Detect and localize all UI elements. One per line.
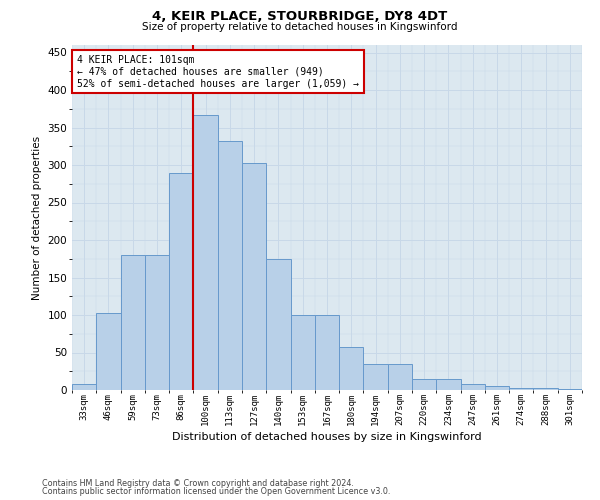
- Bar: [266, 259, 290, 390]
- Bar: [315, 315, 339, 390]
- Bar: [533, 388, 558, 390]
- Bar: [290, 315, 315, 390]
- Bar: [364, 364, 388, 390]
- Y-axis label: Number of detached properties: Number of detached properties: [32, 136, 42, 300]
- Bar: [339, 346, 364, 390]
- Bar: [388, 364, 412, 390]
- Bar: [218, 141, 242, 390]
- Bar: [96, 313, 121, 390]
- Text: Size of property relative to detached houses in Kingswinford: Size of property relative to detached ho…: [142, 22, 458, 32]
- Text: 4, KEIR PLACE, STOURBRIDGE, DY8 4DT: 4, KEIR PLACE, STOURBRIDGE, DY8 4DT: [152, 10, 448, 23]
- Bar: [121, 255, 145, 390]
- Bar: [193, 115, 218, 390]
- Bar: [72, 384, 96, 390]
- Bar: [169, 172, 193, 390]
- Bar: [242, 163, 266, 390]
- Bar: [461, 384, 485, 390]
- Bar: [485, 386, 509, 390]
- Bar: [509, 388, 533, 390]
- Text: 4 KEIR PLACE: 101sqm
← 47% of detached houses are smaller (949)
52% of semi-deta: 4 KEIR PLACE: 101sqm ← 47% of detached h…: [77, 56, 359, 88]
- Bar: [412, 379, 436, 390]
- Bar: [145, 255, 169, 390]
- Bar: [436, 379, 461, 390]
- Text: Contains public sector information licensed under the Open Government Licence v3: Contains public sector information licen…: [42, 487, 391, 496]
- Text: Contains HM Land Registry data © Crown copyright and database right 2024.: Contains HM Land Registry data © Crown c…: [42, 478, 354, 488]
- Bar: [558, 388, 582, 390]
- X-axis label: Distribution of detached houses by size in Kingswinford: Distribution of detached houses by size …: [172, 432, 482, 442]
